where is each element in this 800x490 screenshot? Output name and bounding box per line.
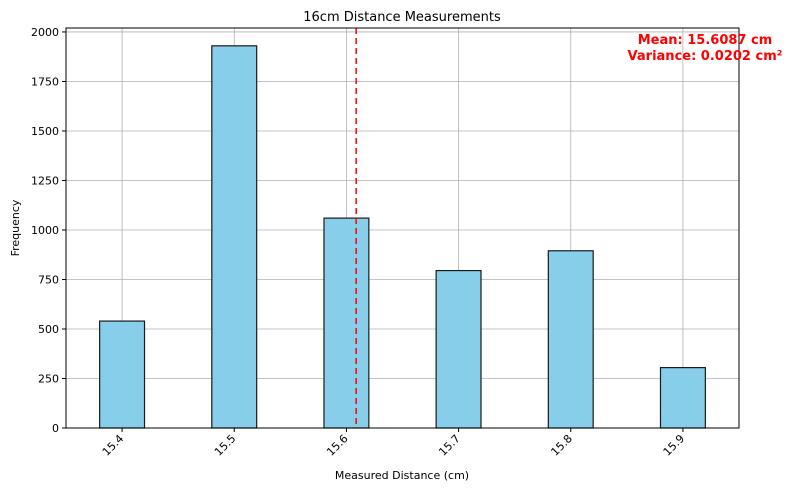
y-tick-label: 0 [52,422,59,435]
x-tick-label: 15.8 [548,432,575,459]
y-tick-label: 1250 [31,174,59,187]
mean-annotation: Mean: 15.6087 cm [638,33,773,48]
y-axis-ticks: 0 250 500 750 1000 1250 1500 1750 2000 [31,26,66,435]
x-axis-ticks: 15.4 15.5 15.6 15.7 15.8 15.9 [100,428,687,459]
bar [99,320,146,429]
bar [323,217,370,429]
bar [211,45,258,429]
y-axis-label: Frequency [9,199,22,256]
x-axis-label: Measured Distance (cm) [335,469,469,482]
y-tick-label: 1750 [31,75,59,88]
grid [66,28,739,429]
bar [659,367,706,429]
variance-annotation: Variance: 0.0202 cm² [628,49,783,64]
y-tick-label: 1500 [31,125,59,138]
plot-frame [65,27,740,429]
x-tick-label: 15.7 [436,432,463,459]
y-tick-label: 500 [38,323,59,336]
bar [547,250,594,429]
y-tick-label: 1000 [31,224,59,237]
y-tick-label: 2000 [31,26,59,39]
x-tick-label: 15.4 [100,432,127,459]
chart-title: 16cm Distance Measurements [303,10,501,25]
y-tick-label: 250 [38,372,59,385]
x-tick-label: 15.6 [324,432,351,459]
bar [435,269,482,429]
x-tick-label: 15.5 [212,432,239,459]
y-tick-label: 750 [38,273,59,286]
bars [99,45,706,429]
x-tick-label: 15.9 [661,432,688,459]
